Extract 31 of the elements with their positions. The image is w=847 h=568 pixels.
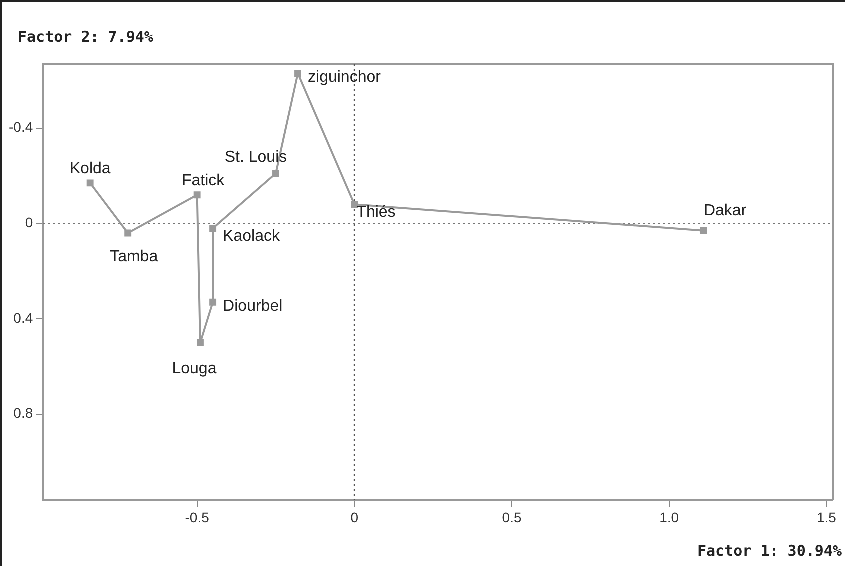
annotation: St. Louis <box>224 149 288 166</box>
point <box>272 170 280 178</box>
annotation: Thiés <box>356 204 396 222</box>
annotation: Kolda <box>70 160 111 178</box>
annotation: ziguinchor <box>308 68 382 86</box>
y-tick-label: -0.4 <box>9 119 34 136</box>
annotation: Tamba <box>110 248 158 266</box>
y-axis-title: Factor 2: 7.94% <box>18 28 154 46</box>
y-tick-label: 0 <box>25 214 34 231</box>
point <box>194 192 201 199</box>
x-tick-label: -0.5 <box>185 509 210 526</box>
x-tick-label: 0 <box>350 509 359 526</box>
point <box>700 227 708 234</box>
point <box>351 201 358 208</box>
x-axis-title: Factor 1: 30.94% <box>698 542 842 560</box>
y-tick-label: 0.4 <box>14 310 34 326</box>
point <box>86 180 94 187</box>
annotation: Diourbel <box>223 298 283 315</box>
annotation: Fatick <box>182 172 226 190</box>
annotation: Kaolack <box>223 228 281 245</box>
x-tick-label: 1.0 <box>660 509 680 526</box>
x-tick-label: 1.5 <box>816 509 837 526</box>
point <box>210 224 217 232</box>
point <box>294 70 302 78</box>
annotation: Louga <box>172 360 217 378</box>
annotation: Dakar <box>704 202 748 220</box>
point <box>210 298 217 306</box>
point <box>124 230 132 237</box>
point <box>196 339 204 346</box>
x-tick-label: 0.5 <box>502 509 522 526</box>
y-tick-label: 0.8 <box>14 405 34 422</box>
